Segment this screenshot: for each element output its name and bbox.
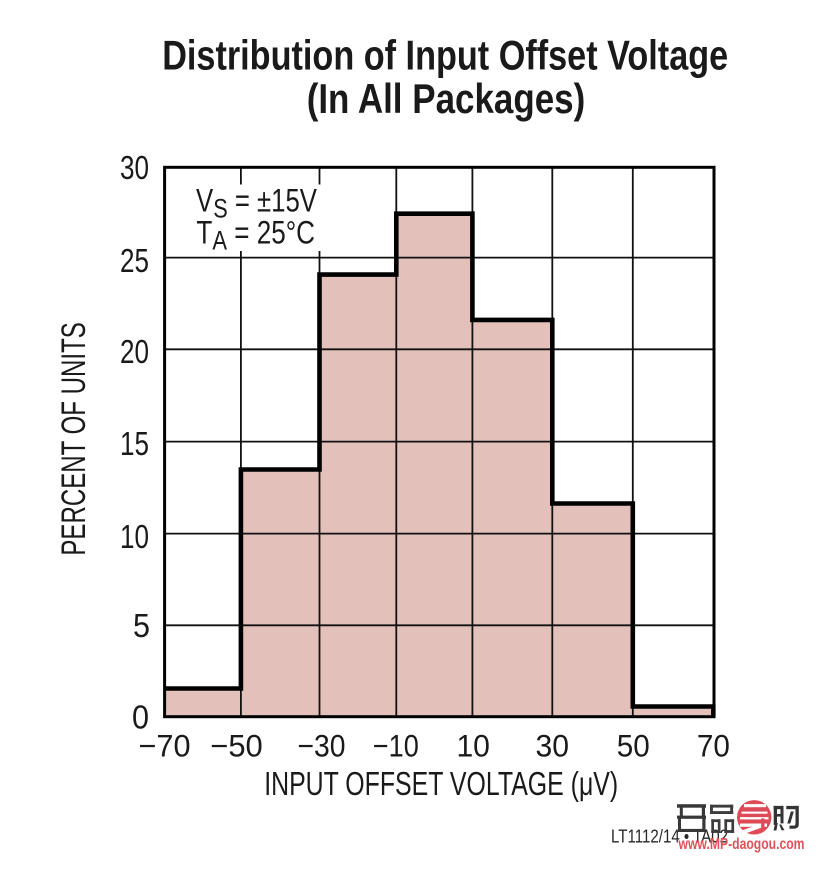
svg-text:PERCENT OF UNITS: PERCENT OF UNITS	[55, 322, 93, 556]
svg-text:15: 15	[120, 425, 149, 462]
svg-text:50: 50	[617, 728, 650, 764]
svg-text:−70: −70	[139, 728, 191, 764]
svg-text:30: 30	[536, 728, 570, 764]
svg-text:0: 0	[132, 699, 149, 736]
svg-text:25: 25	[120, 242, 149, 279]
svg-text:www.MP-daogou.com: www.MP-daogou.com	[678, 836, 805, 853]
svg-text:TA = 25°C: TA = 25°C	[196, 216, 315, 256]
svg-text:−30: −30	[298, 728, 346, 764]
svg-text:Distribution of Input Offset V: Distribution of Input Offset Voltage	[162, 32, 728, 79]
svg-text:20: 20	[120, 333, 149, 370]
svg-text:70: 70	[697, 728, 730, 764]
svg-text:(In All Packages): (In All Packages)	[307, 75, 586, 122]
svg-text:−10: −10	[373, 728, 419, 764]
svg-text:INPUT OFFSET VOLTAGE (μV): INPUT OFFSET VOLTAGE (μV)	[264, 765, 618, 802]
svg-text:30: 30	[120, 149, 149, 186]
svg-text:10: 10	[120, 518, 149, 555]
svg-text:10: 10	[456, 728, 490, 764]
svg-text:5: 5	[133, 607, 150, 644]
svg-text:−50: −50	[210, 728, 263, 764]
